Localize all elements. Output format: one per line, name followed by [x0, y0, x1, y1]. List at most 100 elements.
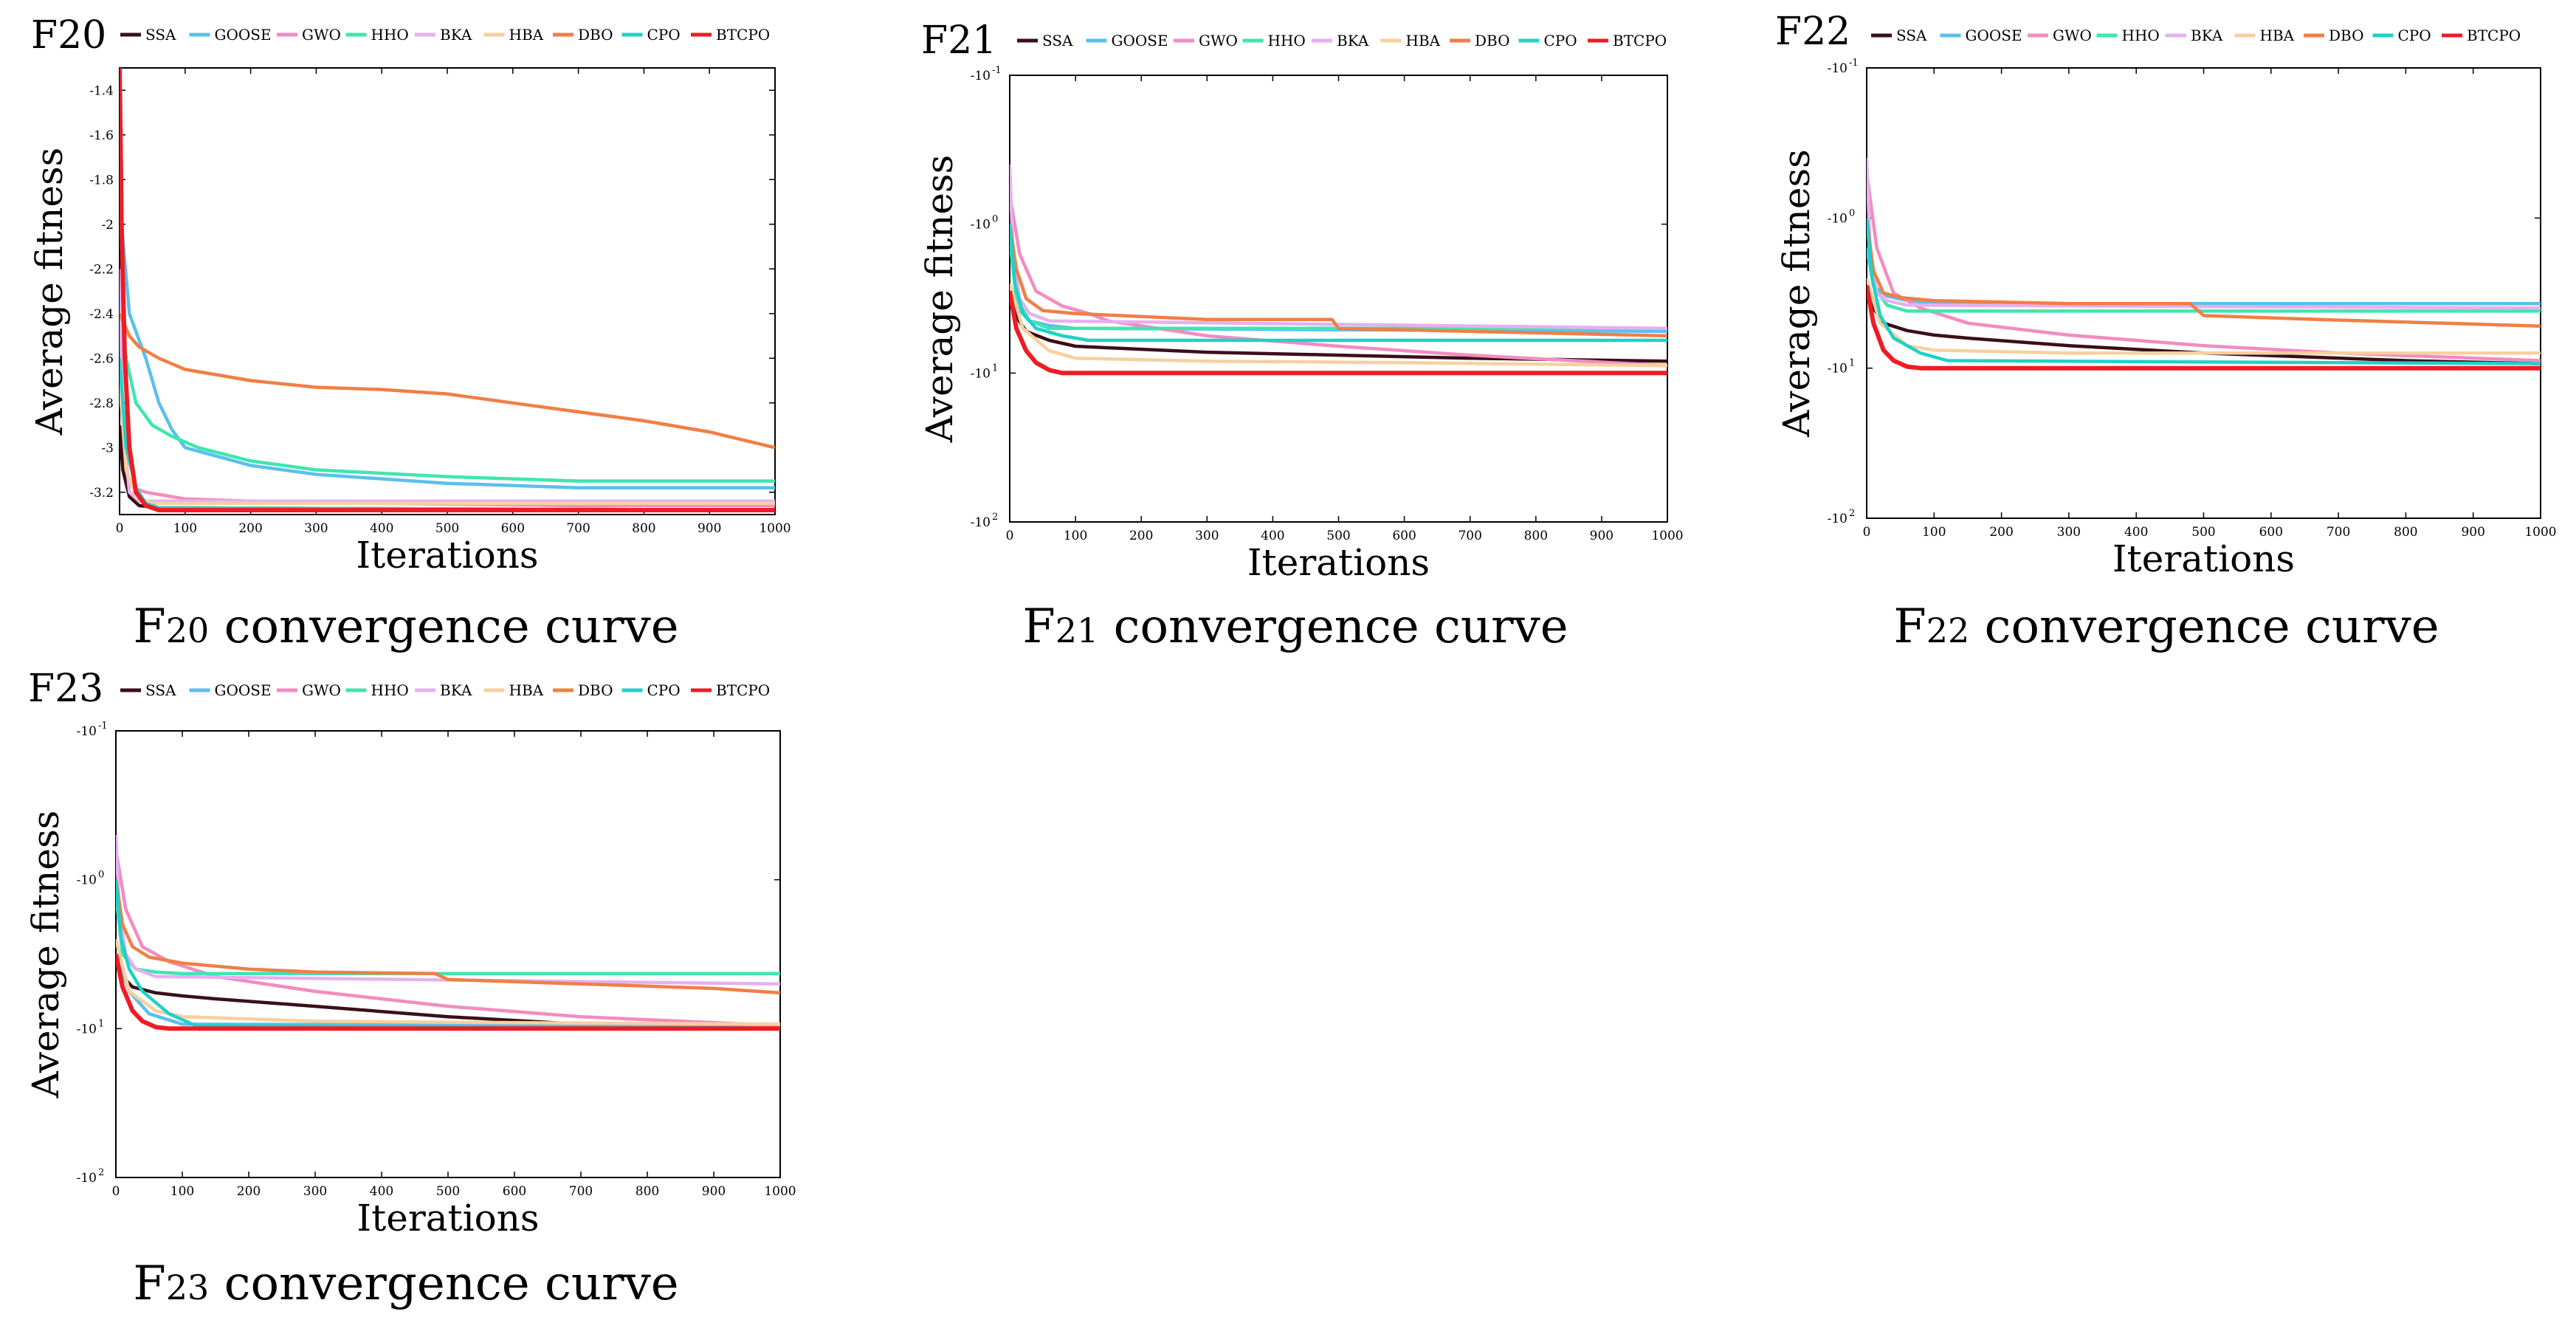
series-line-cpo [1010, 224, 1667, 343]
y-tick-label: -10 [77, 1022, 97, 1036]
caption-rest: convergence curve [209, 1256, 678, 1311]
x-tick-label: 200 [238, 521, 262, 536]
legend-label-hba: HBA [1406, 32, 1441, 49]
chart-caption: F22 convergence curve [1893, 599, 2439, 654]
legend-label-bka: BKA [440, 26, 472, 44]
x-tick-label: 100 [1064, 529, 1087, 543]
y-tick-label: -1.8 [89, 173, 114, 188]
legend-label-cpo: CPO [2398, 27, 2431, 44]
y-tick-label: -10 [1828, 362, 1847, 377]
x-tick-label: 800 [1524, 529, 1548, 543]
series-line-gwo [1867, 172, 2541, 362]
legend: SSA GOOSE GWO HHO BKA HBA DBO CPO BTCPO [120, 26, 770, 44]
legend-label-dbo: DBO [578, 681, 613, 699]
legend-label-cpo: CPO [647, 681, 681, 699]
x-axis-label: Iterations [356, 534, 538, 577]
x-tick-label: 700 [566, 521, 590, 536]
chart-f20: F20 SSA GOOSE GWO HHO BKA HBA DBO CPO BTCPO 0 100 20… [28, 13, 791, 654]
series-line-hba [116, 938, 780, 1026]
caption-prefix: F [133, 599, 165, 654]
legend-label-btcpo: BTCPO [1613, 32, 1667, 49]
series-line-dbo [1867, 218, 2541, 328]
y-tick-label: -2.4 [89, 307, 114, 322]
series-line-bka [116, 835, 780, 986]
x-tick-label: 200 [1129, 529, 1153, 543]
x-tick-label: 800 [632, 521, 655, 536]
plot-frame [1866, 67, 2541, 519]
x-tick-label: 0 [112, 1184, 120, 1199]
x-tick-label: 800 [2394, 525, 2417, 540]
legend: SSA GOOSE GWO HHO BKA HBA DBO CPO BTCPO [1017, 32, 1667, 49]
y-tick-label: -10 [1828, 61, 1847, 76]
series-line-gwo [1010, 193, 1667, 368]
x-tick-label: 1000 [2524, 525, 2556, 540]
x-tick-label: 300 [304, 521, 328, 536]
x-tick-label: 100 [171, 1184, 194, 1199]
x-tick-label: 900 [702, 1184, 726, 1199]
plot-frame [115, 730, 781, 1178]
y-tick-label: -1.4 [89, 83, 114, 98]
x-tick-label: 0 [1863, 525, 1871, 540]
legend-label-ssa: SSA [1896, 27, 1927, 44]
x-tick-label: 900 [2461, 525, 2484, 540]
x-tick-label: 900 [1590, 529, 1614, 543]
y-tick-exponent: 1 [98, 1018, 104, 1029]
legend-label-hho: HHO [2122, 27, 2160, 44]
y-tick-exponent: 2 [1849, 508, 1855, 519]
y-tick-exponent: -1 [1849, 58, 1859, 69]
x-tick-label: 400 [1261, 529, 1284, 543]
chart-caption: F21 convergence curve [1022, 599, 1568, 654]
legend-label-btcpo: BTCPO [2467, 27, 2521, 44]
legend-label-goose: GOOSE [1966, 27, 2022, 44]
series-group [116, 835, 780, 1031]
y-tick-label: -3.2 [89, 486, 114, 501]
series-line-hho [116, 894, 780, 975]
y-tick-label: -10 [1828, 512, 1847, 526]
legend-label-gwo: GWO [302, 681, 341, 699]
x-tick-label: 100 [1922, 525, 1946, 540]
caption-prefix: F [133, 1256, 165, 1311]
legend-label-ssa: SSA [145, 681, 176, 699]
series-line-btcpo [1010, 290, 1667, 376]
x-tick-label: 800 [636, 1184, 659, 1199]
legend-label-btcpo: BTCPO [716, 26, 770, 44]
x-tick-label: 300 [2057, 525, 2081, 540]
legend-label-hba: HBA [509, 681, 544, 699]
y-tick-exponent: -1 [992, 65, 1002, 76]
series-group [120, 68, 775, 512]
series-line-hba [1867, 278, 2541, 355]
plot-frame [119, 67, 776, 515]
y-tick-exponent: 2 [98, 1167, 104, 1178]
caption-subscript: 21 [1055, 611, 1099, 650]
x-tick-label: 0 [116, 521, 124, 536]
x-tick-label: 300 [303, 1184, 327, 1199]
chart-caption: F23 convergence curve [133, 1256, 678, 1311]
x-tick-label: 100 [173, 521, 197, 536]
caption-prefix: F [1893, 599, 1926, 654]
series-line-dbo [1010, 224, 1667, 338]
x-tick-label: 700 [569, 1184, 593, 1199]
series-line-hho [120, 313, 775, 483]
series-line-bka [1010, 164, 1667, 331]
legend-label-dbo: DBO [578, 26, 613, 44]
y-tick-exponent: 0 [98, 870, 104, 881]
y-tick-label: -10 [77, 724, 97, 739]
series-line-bka [120, 269, 775, 503]
x-tick-label: 500 [1326, 529, 1350, 543]
series-line-cpo [116, 879, 780, 1031]
chart-caption: F20 convergence curve [133, 599, 678, 654]
x-axis-label: Iterations [1247, 541, 1430, 584]
x-tick-label: 600 [503, 1184, 526, 1199]
legend-label-hho: HHO [371, 26, 409, 44]
x-tick-label: 400 [370, 1184, 393, 1199]
y-tick-label: -10 [971, 218, 991, 233]
y-axis-label: Average fitness [1775, 149, 1818, 438]
y-tick-exponent: 0 [992, 214, 998, 225]
x-tick-label: 600 [2259, 525, 2283, 540]
legend-label-ssa: SSA [1042, 32, 1073, 49]
y-tick-label: -10 [1828, 211, 1847, 226]
x-tick-label: 1000 [759, 521, 791, 536]
